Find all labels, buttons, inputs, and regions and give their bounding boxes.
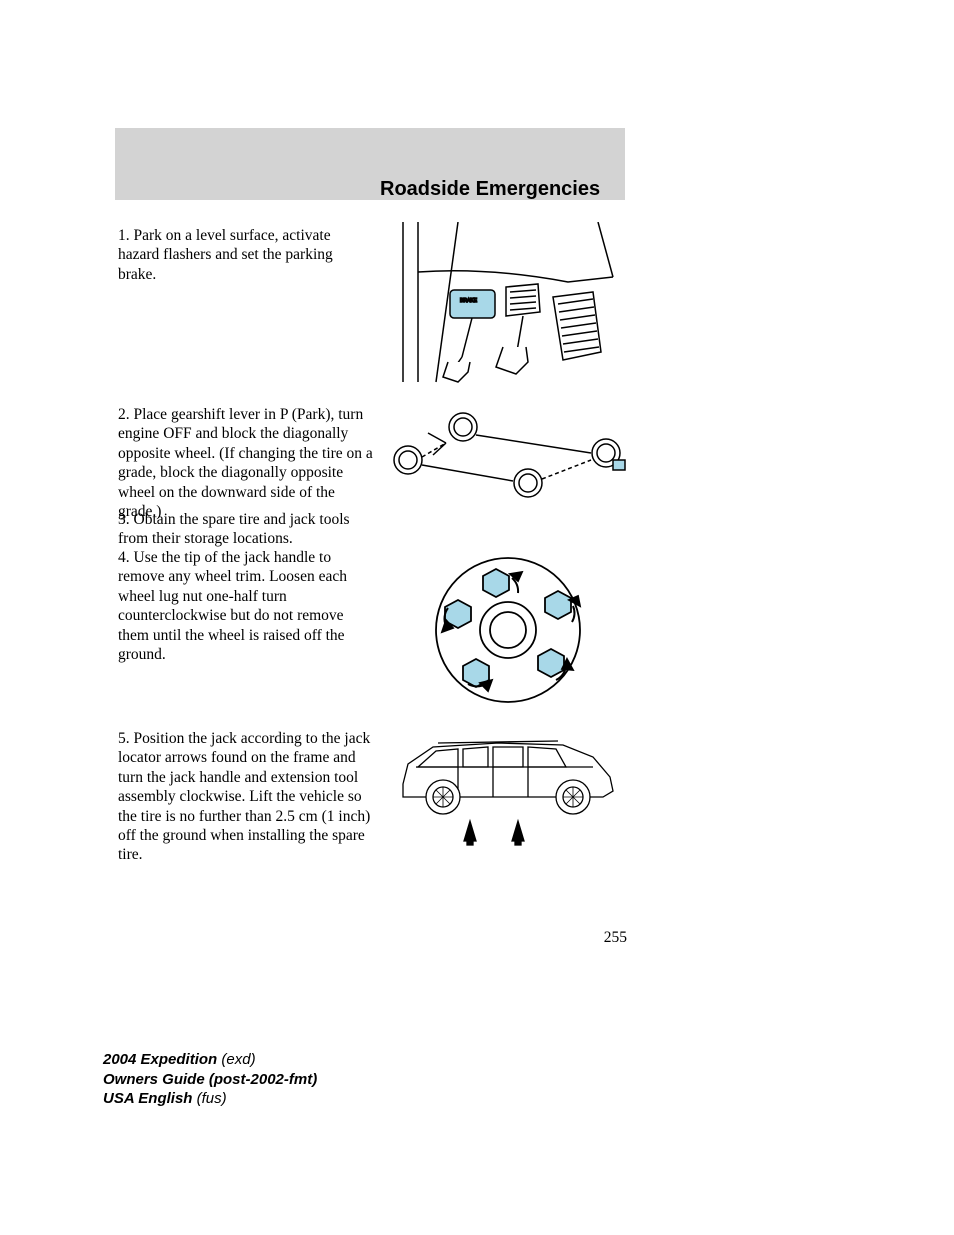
step-4-text: 4. Use the tip of the jack handle to rem… <box>118 548 378 664</box>
footer-lang: USA English <box>103 1090 192 1107</box>
svg-text:BRAKE: BRAKE <box>460 298 478 304</box>
page-number: 255 <box>604 929 627 947</box>
footer: 2004 Expedition (exd) Owners Guide (post… <box>103 1050 317 1109</box>
step-1-text: 1. Park on a level surface, activate haz… <box>118 226 373 284</box>
illustration-parking-brake: BRAKE <box>388 222 628 392</box>
step-3-text: 3. Obtain the spare tire and jack tools … <box>118 510 378 549</box>
footer-model-code: (exd) <box>217 1051 255 1068</box>
step-2-text: 2. Place gearshift lever in P (Park), tu… <box>118 405 378 521</box>
illustration-wheel-block <box>388 405 628 505</box>
footer-model: 2004 Expedition <box>103 1051 217 1068</box>
step-5-text: 5. Position the jack according to the ja… <box>118 729 378 865</box>
footer-guide: Owners Guide (post-2002-fmt) <box>103 1071 317 1088</box>
section-title: Roadside Emergencies <box>380 178 600 201</box>
illustration-jack-points <box>388 729 628 849</box>
illustration-lug-nuts: atura <box>388 548 628 713</box>
footer-lang-code: (fus) <box>192 1090 226 1107</box>
